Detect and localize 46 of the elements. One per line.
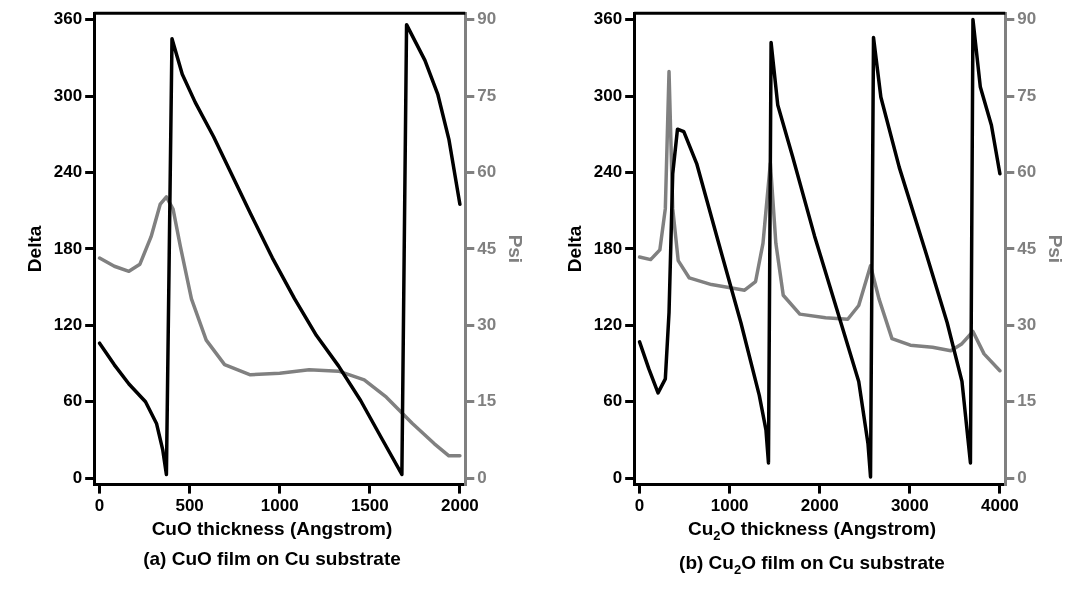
y2-tick-label: 45 <box>477 238 497 258</box>
y2-tick-label: 90 <box>477 9 497 29</box>
y-tick-label: 60 <box>603 391 623 411</box>
y2-tick-label: 0 <box>1017 467 1027 487</box>
y2-tick-label: 60 <box>1017 162 1037 182</box>
y-tick-label: 120 <box>593 315 623 335</box>
y2-tick-label: 30 <box>1017 315 1037 335</box>
y-tick-label: 0 <box>72 467 83 487</box>
y2-axis-title: Psi <box>1045 234 1067 264</box>
y-tick-label: 300 <box>593 85 623 105</box>
y-axis-title: Delta <box>23 225 45 273</box>
y2-tick-label: 90 <box>1017 9 1037 29</box>
x-tick-label: 0 <box>94 496 105 516</box>
x-tick-label: 2000 <box>800 496 839 516</box>
x-tick-label: 2000 <box>440 496 479 516</box>
y2-tick-label: 0 <box>477 467 487 487</box>
y-tick-label: 180 <box>53 238 83 258</box>
y-tick-label: 360 <box>53 9 83 29</box>
y2-tick-label: 75 <box>477 85 497 105</box>
y-tick-label: 0 <box>612 467 623 487</box>
y2-tick-label: 75 <box>1017 85 1037 105</box>
y2-tick-label: 60 <box>477 162 497 182</box>
x-tick-label: 0 <box>634 496 645 516</box>
y2-tick-label: 45 <box>1017 238 1037 258</box>
y-tick-label: 300 <box>53 85 83 105</box>
y-tick-label: 360 <box>593 9 623 29</box>
y-tick-label: 180 <box>593 238 623 258</box>
y-tick-label: 240 <box>593 162 623 182</box>
text: (a) CuO film on Cu substrate <box>142 548 402 570</box>
x-tick-label: 500 <box>175 496 204 516</box>
y2-axis-title: Psi <box>505 234 527 264</box>
y2-tick-label: 15 <box>1017 391 1037 411</box>
y-axis-title: Delta <box>563 225 585 273</box>
x-tick-label: 1000 <box>710 496 749 516</box>
y2-tick-label: 30 <box>477 315 497 335</box>
x-tick-label: 3000 <box>890 496 929 516</box>
y-tick-label: 240 <box>53 162 83 182</box>
y-tick-label: 120 <box>53 315 83 335</box>
y2-tick-label: 15 <box>477 391 497 411</box>
text: (b) Cu$_{2}$O film on Cu substrate <box>678 552 946 577</box>
x-tick-label: 1500 <box>350 496 389 516</box>
x-axis-title: CuO thickness (Angstrom) <box>150 518 394 540</box>
y-tick-label: 60 <box>63 391 83 411</box>
x-axis-title: Cu$_{2}$O thickness (Angstrom) <box>687 518 937 543</box>
x-tick-label: 1000 <box>260 496 299 516</box>
x-tick-label: 4000 <box>980 496 1019 516</box>
